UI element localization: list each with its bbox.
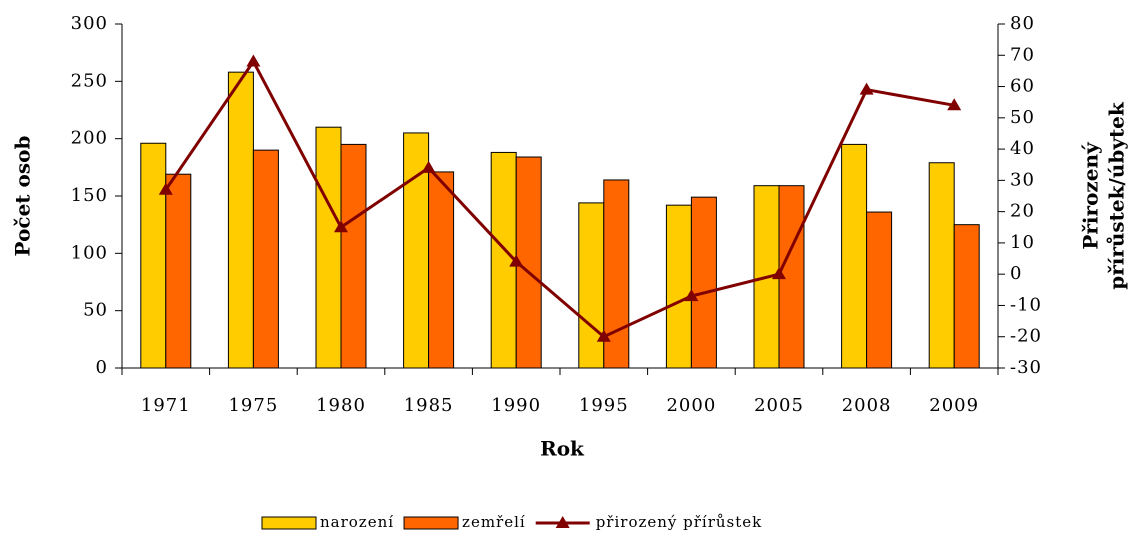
bar [866, 211, 893, 369]
legend-swatch [261, 516, 317, 530]
x-tick-label: 2000 [666, 395, 716, 416]
marker [772, 267, 786, 280]
marker [509, 254, 524, 267]
y2-axis-title: Přirozený [1079, 141, 1103, 250]
legend-label: zemřelí [462, 513, 526, 531]
bar [953, 224, 980, 369]
y2-tick-label: -10 [1010, 294, 1042, 315]
y-tick-label: 100 [71, 242, 108, 263]
line [164, 58, 955, 339]
legend-marker [555, 516, 570, 528]
marker [246, 54, 261, 67]
x-tick-label: 1985 [404, 395, 454, 416]
bar [252, 149, 279, 369]
x-tick-label: 1995 [579, 395, 629, 416]
y2-axis-title: přírůstek/úbytek [1105, 101, 1129, 290]
bar [140, 142, 167, 369]
y2-tick-label: 60 [1010, 76, 1035, 97]
bar [428, 171, 455, 369]
x-tick-label: 1990 [491, 395, 541, 416]
x-tick-label: 1971 [141, 395, 191, 416]
y-tick-label: 300 [71, 13, 108, 34]
bar [315, 126, 342, 369]
y2-tick-label: -20 [1010, 326, 1042, 347]
bar [490, 151, 517, 369]
bar [578, 202, 605, 369]
x-axis-title: Rok [540, 437, 585, 461]
marker [684, 289, 699, 302]
marker [859, 82, 874, 95]
x-tick-label: 1975 [228, 395, 278, 416]
bar [603, 179, 630, 369]
bar [690, 196, 717, 369]
y-tick-label: 50 [83, 300, 108, 321]
legend-label: přirozený přírůstek [596, 513, 763, 531]
x-tick-label: 1980 [316, 395, 366, 416]
y2-tick-label: 10 [1010, 232, 1035, 253]
y-tick-label: 0 [96, 357, 108, 378]
bar [928, 162, 955, 369]
x-tick-label: 2009 [929, 395, 979, 416]
x-tick-label: 2008 [842, 395, 892, 416]
y-axis-title: Počet osob [11, 136, 35, 257]
y-tick-label: 200 [71, 128, 108, 149]
x-tick-label: 2005 [754, 395, 804, 416]
marker [421, 160, 436, 173]
y2-tick-label: -30 [1010, 357, 1042, 378]
marker [947, 98, 962, 111]
y-tick-label: 250 [71, 70, 108, 91]
bar [165, 173, 192, 369]
bar [227, 71, 254, 369]
y2-tick-label: 80 [1010, 13, 1035, 34]
legend-label: narození [320, 513, 394, 531]
bar [665, 204, 692, 369]
y2-tick-label: 40 [1010, 138, 1035, 159]
y2-tick-label: 70 [1010, 44, 1035, 65]
bar [841, 143, 868, 369]
y2-tick-label: 0 [1010, 263, 1022, 284]
y2-tick-label: 30 [1010, 169, 1035, 190]
y-tick-label: 150 [71, 185, 108, 206]
bar [340, 143, 367, 369]
marker [596, 329, 611, 342]
marker [334, 220, 348, 233]
marker [158, 182, 173, 195]
y2-tick-label: 20 [1010, 201, 1035, 222]
y2-tick-label: 50 [1010, 107, 1035, 128]
legend-swatch [403, 516, 459, 530]
